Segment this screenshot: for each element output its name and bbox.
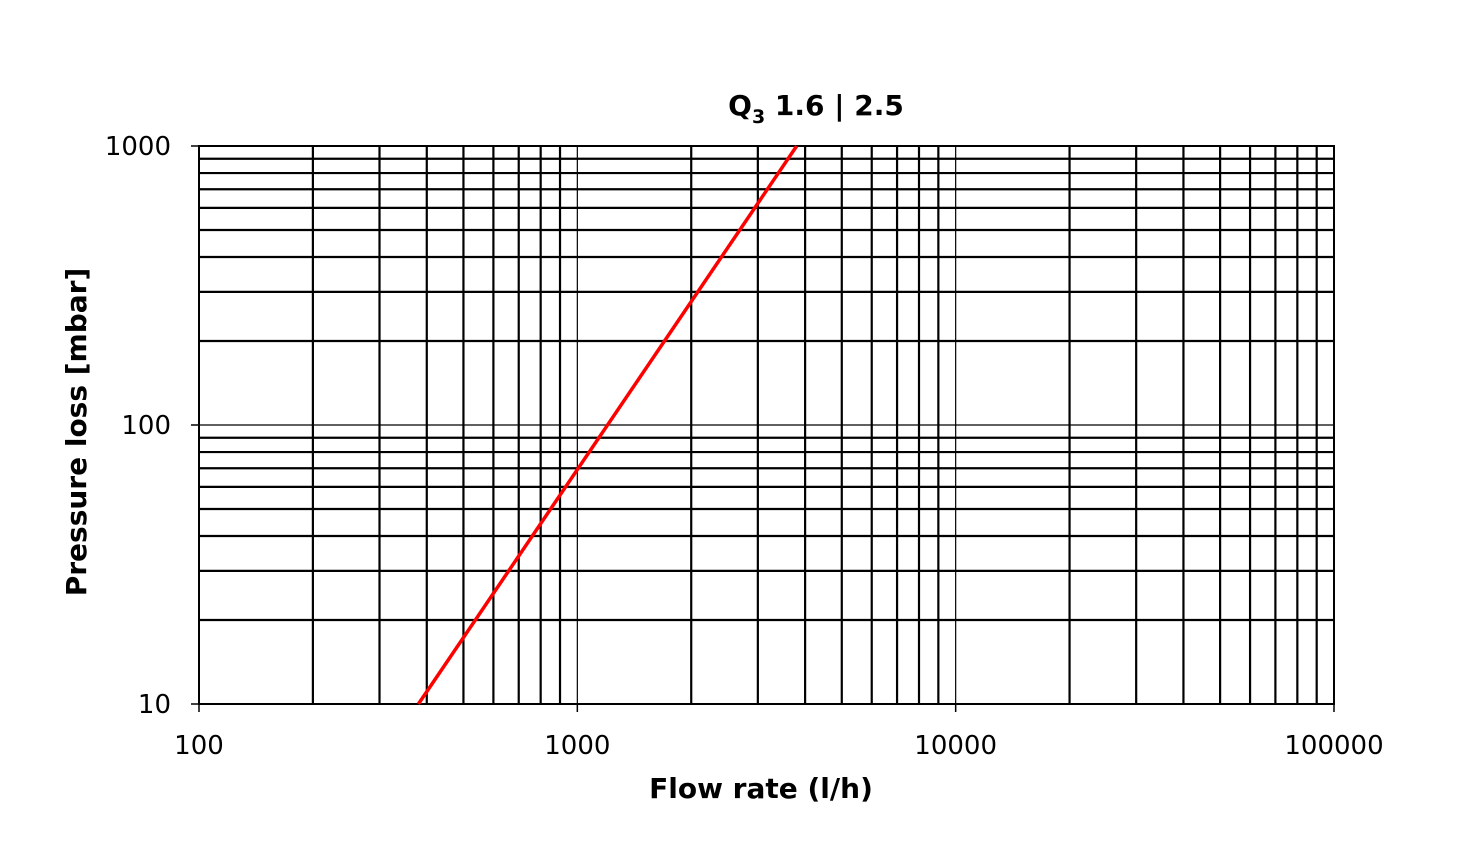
- x-tick-labels: 100 1000 10000 100000: [174, 731, 1383, 761]
- chart-title: Q3 1.6 | 2.5: [728, 89, 904, 128]
- chart-title-main: Q: [728, 89, 752, 122]
- y-tick-labels: 10 100 1000: [105, 132, 171, 720]
- y-tick-label: 100: [121, 411, 171, 441]
- plot-area-frame: [198, 145, 1335, 705]
- chart-title-rest: 1.6 | 2.5: [765, 89, 904, 122]
- series-layer: [416, 145, 799, 705]
- y-axis-title: Pressure loss [mbar]: [60, 268, 93, 597]
- y-tick-label: 1000: [105, 132, 171, 162]
- series-line: [416, 145, 799, 705]
- y-tick-label: 10: [138, 690, 171, 720]
- grid: [191, 145, 1335, 712]
- x-tick-label: 100000: [1284, 731, 1383, 761]
- x-axis-title: Flow rate (l/h): [649, 772, 873, 805]
- chart-title-subscript: 3: [752, 106, 765, 128]
- x-tick-label: 1000: [544, 731, 610, 761]
- x-tick-label: 10000: [914, 731, 997, 761]
- x-tick-label: 100: [174, 731, 224, 761]
